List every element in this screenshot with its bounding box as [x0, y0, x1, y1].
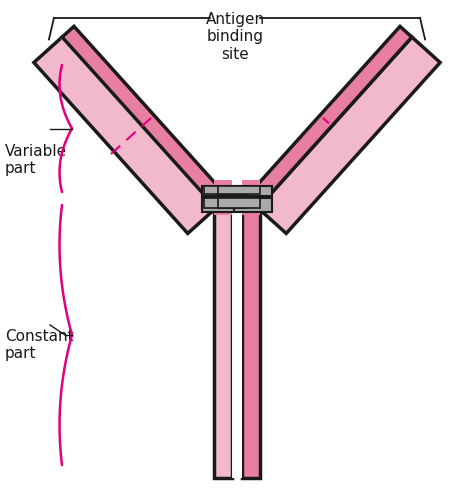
Text: Antigen
binding
site: Antigen binding site: [205, 12, 264, 62]
Bar: [202, 186, 240, 196]
Polygon shape: [34, 37, 216, 234]
Bar: [232, 210, 242, 478]
Bar: [218, 186, 260, 194]
Bar: [232, 175, 242, 215]
Bar: [214, 180, 232, 215]
Polygon shape: [258, 37, 440, 234]
Text: Constant
part: Constant part: [5, 329, 73, 361]
Text: Variable
part: Variable part: [5, 144, 67, 176]
Bar: [204, 198, 246, 208]
Polygon shape: [246, 26, 412, 208]
Bar: [242, 180, 260, 215]
Bar: [214, 210, 232, 478]
Bar: [242, 210, 260, 478]
Bar: [202, 198, 240, 212]
Polygon shape: [61, 37, 216, 210]
Polygon shape: [62, 26, 228, 208]
Bar: [218, 198, 260, 208]
Bar: [234, 198, 272, 212]
Bar: [204, 186, 246, 194]
Bar: [234, 186, 272, 196]
